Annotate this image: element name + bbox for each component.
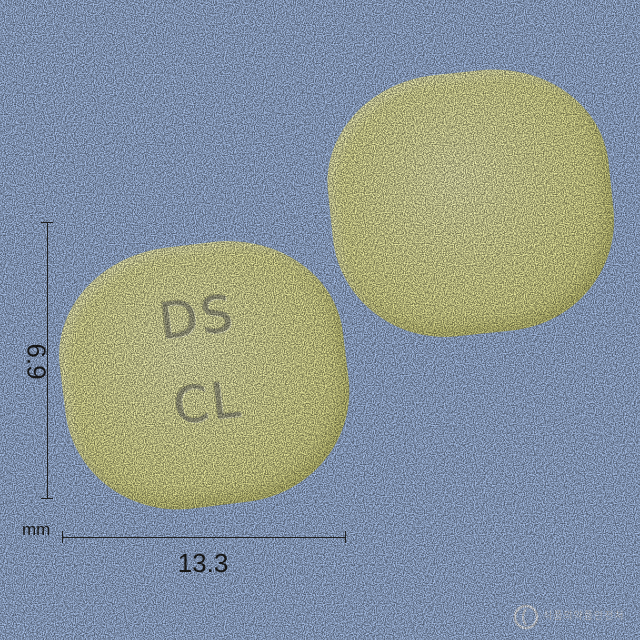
width-tick-left (62, 531, 63, 543)
height-label: 6.9 (21, 343, 52, 380)
unit-label: mm (22, 520, 51, 539)
watermark-text: 식품의약품안전처 (543, 611, 625, 622)
tablet-back (317, 57, 625, 349)
height-tick-top (41, 222, 53, 223)
width-label: 13.3 (177, 548, 229, 578)
imprint-line-2: CL (170, 369, 246, 436)
imprint-line-1: DS (156, 284, 239, 351)
width-dimension-line (62, 537, 346, 538)
width-tick-right (345, 531, 346, 543)
tablet-front: DS CL (47, 227, 362, 523)
agency-logo-icon (513, 604, 539, 630)
height-tick-bottom (41, 498, 53, 499)
